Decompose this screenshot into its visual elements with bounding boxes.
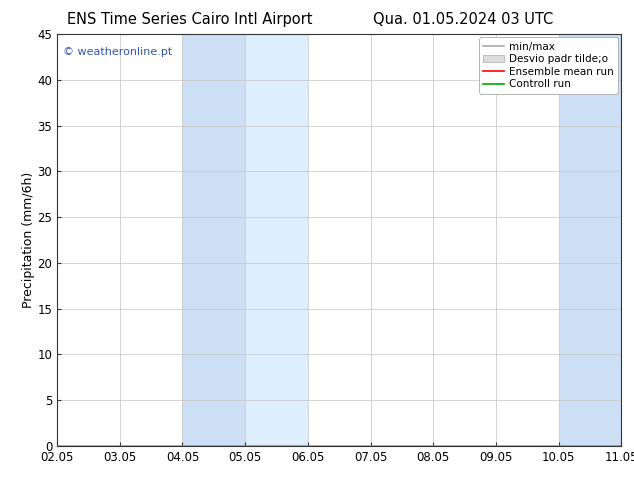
Legend: min/max, Desvio padr tilde;o, Ensemble mean run, Controll run: min/max, Desvio padr tilde;o, Ensemble m…: [479, 37, 618, 94]
Text: © weatheronline.pt: © weatheronline.pt: [63, 47, 172, 57]
Bar: [559, 34, 621, 446]
Text: ENS Time Series Cairo Intl Airport: ENS Time Series Cairo Intl Airport: [67, 12, 313, 27]
Text: Qua. 01.05.2024 03 UTC: Qua. 01.05.2024 03 UTC: [373, 12, 553, 27]
Bar: [245, 34, 308, 446]
Bar: [183, 34, 245, 446]
Y-axis label: Precipitation (mm/6h): Precipitation (mm/6h): [22, 172, 34, 308]
